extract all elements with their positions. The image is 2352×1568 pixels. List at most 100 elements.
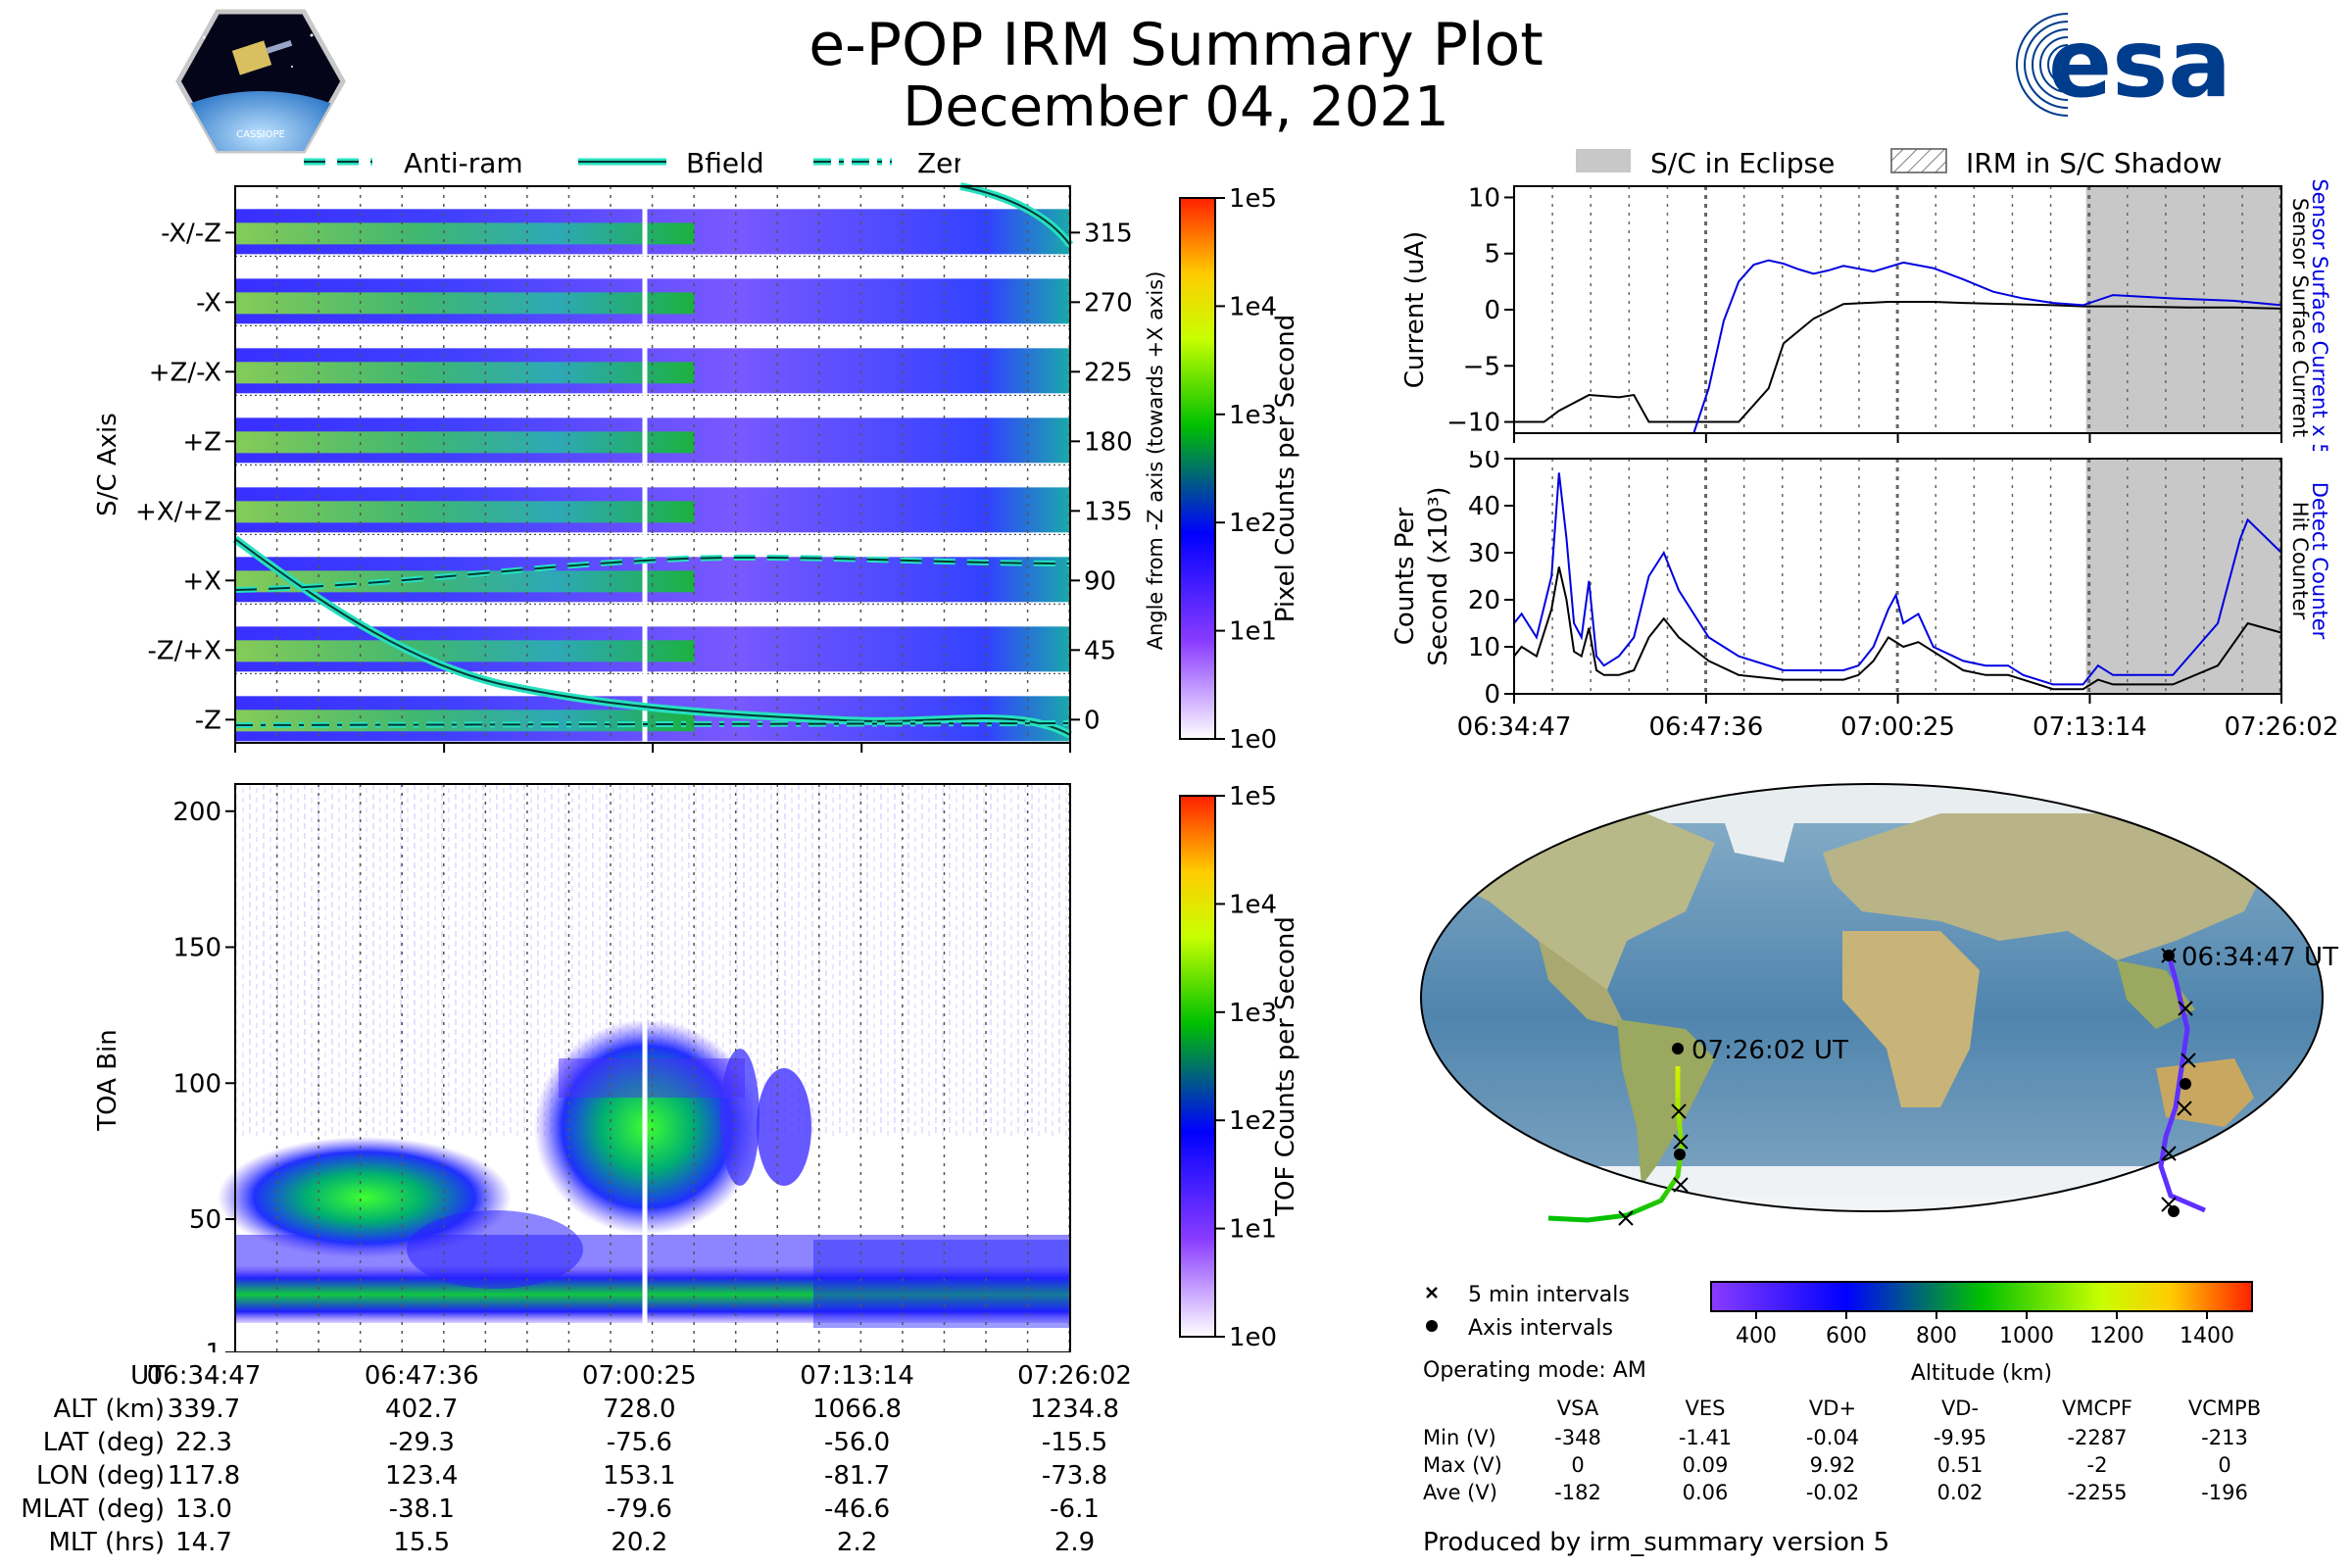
- voltage-cell: 0: [2218, 1453, 2230, 1477]
- cnt-ytick-label: 50: [1468, 451, 1500, 474]
- counts-plot: 0 10 20 30 40 50 06:34:47 06:47:36 07:00:25 07:13…: [1391, 451, 2338, 742]
- colorbar-tick-label-toa: 1e0: [1229, 1323, 1277, 1352]
- toa-ylabel: TOA Bin: [93, 1029, 122, 1131]
- altitude-tick-label: 1400: [2180, 1324, 2234, 1348]
- pixel-y2tick-label: 0: [1084, 706, 1101, 735]
- footer-text: Produced by irm_summary version 5: [1423, 1528, 1889, 1557]
- voltage-column-header: VES: [1686, 1396, 1726, 1420]
- voltage-cell: -1.41: [1679, 1426, 1732, 1449]
- info-row-label: LAT (deg): [43, 1428, 165, 1457]
- voltage-cell: -2255: [2067, 1481, 2127, 1504]
- counts-ylabel-line2: Second (x10³): [1424, 486, 1453, 665]
- pixel-band-core-0: [235, 222, 695, 245]
- legend-eclipse: S/C in Eclipse: [1650, 147, 1835, 179]
- info-cell: -38.1: [389, 1494, 455, 1524]
- cnt-ytick-label: 0: [1484, 680, 1500, 710]
- info-cell: 14.7: [175, 1528, 232, 1557]
- cnt-xtick-label: 07:13:14: [2033, 712, 2147, 742]
- info-cell: 07:13:14: [800, 1361, 914, 1391]
- cnt-ytick-label: 30: [1468, 539, 1500, 568]
- altitude-tick-label: 1200: [2089, 1324, 2144, 1348]
- info-cell: 2.2: [837, 1528, 877, 1557]
- voltage-column-header: VCMPB: [2188, 1396, 2261, 1420]
- voltage-row-label: Max (V): [1423, 1453, 1502, 1477]
- toa-ytick-label: 1: [205, 1339, 221, 1352]
- pixel-y2tick-label: 270: [1084, 288, 1133, 318]
- info-row-label: ALT (km): [53, 1395, 165, 1424]
- pixel-band-core-7: [235, 710, 695, 732]
- pixel-axes: -X/-Z 315 -X 270 +Z/-X 225 +Z 180 +X/+Z 135 +X 90 -Z…: [135, 219, 1133, 753]
- cur-ytick-label: 5: [1484, 240, 1500, 270]
- info-cell: -75.6: [607, 1428, 672, 1457]
- info-cell: -79.6: [607, 1494, 672, 1524]
- voltage-cell: -0.04: [1806, 1426, 1859, 1449]
- colorbar-tick-label-pixel: 1e4: [1229, 292, 1277, 321]
- info-row-label: MLT (hrs): [49, 1528, 166, 1557]
- pixel-ytick-label: +X: [182, 566, 221, 596]
- info-cell: 13.0: [175, 1494, 232, 1524]
- toa-colorbar: [1179, 795, 1216, 1338]
- colorbar-tick-label-toa: 1e5: [1229, 782, 1277, 811]
- info-cell: 06:47:36: [365, 1361, 479, 1391]
- info-row-label: MLAT (deg): [21, 1494, 165, 1524]
- voltage-cell: 0.09: [1683, 1453, 1729, 1477]
- info-cell: -15.5: [1042, 1428, 1107, 1457]
- page-title: e-POP IRM Summary Plot: [808, 11, 1544, 79]
- pixel-y2tick-label: 180: [1084, 427, 1133, 457]
- altitude-tick-label: 600: [1826, 1324, 1867, 1348]
- voltage-column-header: VD+: [1809, 1396, 1856, 1420]
- info-cell: 07:26:02: [1017, 1361, 1132, 1391]
- orbit-map: 06:34:47 UT 07:26:02 UT: [1420, 783, 2338, 1226]
- legend-anti-ram: Anti-ram: [404, 147, 523, 179]
- orbit-track-east: [2158, 955, 2206, 1213]
- pixel-ylabel: S/C Axis: [93, 413, 122, 516]
- altitude-tick-label: 400: [1736, 1324, 1777, 1348]
- info-cell: 117.8: [168, 1461, 240, 1491]
- cnt-ytick-label: 10: [1468, 633, 1500, 662]
- voltage-cell: 0: [1571, 1453, 1584, 1477]
- altitude-tick-label: 800: [1916, 1324, 1957, 1348]
- voltage-column-header: VD-: [1941, 1396, 1979, 1420]
- voltage-cell: 0.51: [1937, 1453, 1984, 1477]
- cur-eclipse-region: [2085, 186, 2281, 433]
- info-cell: 402.7: [385, 1395, 458, 1424]
- legend-axis-icon: [1426, 1320, 1438, 1332]
- colorbar-tick-label-toa: 1e1: [1229, 1215, 1277, 1245]
- pixel-y2tick-label: 225: [1084, 358, 1133, 387]
- pixel-band-core-6: [235, 640, 695, 662]
- info-cell: -46.6: [824, 1494, 890, 1524]
- cnt-ytick-label: 20: [1468, 586, 1500, 615]
- legend-top-right: S/C in Eclipse IRM in S/C Shadow: [1576, 147, 2222, 179]
- toa-ytick-label: 150: [172, 934, 221, 963]
- toa-ytick-label: 100: [172, 1069, 221, 1099]
- colorbar-tick-label-pixel: 1e3: [1229, 401, 1277, 430]
- legend-5min-icon: [1426, 1287, 1438, 1298]
- pixel-colorbar-label: Pixel Counts per Second: [1271, 315, 1300, 623]
- pixel-ytick-label: +X/+Z: [135, 497, 221, 526]
- info-cell: -56.0: [824, 1428, 890, 1457]
- pixel-colorbar: [1179, 197, 1216, 740]
- cassiope-logo: CASSIOPE: [174, 8, 347, 155]
- voltage-cell: -213: [2201, 1426, 2248, 1449]
- info-cell: 123.4: [385, 1461, 458, 1491]
- cnt-ytick-label: 40: [1468, 492, 1500, 521]
- toa-colorbar-label: TOF Counts per Second: [1271, 916, 1300, 1217]
- altitude-tick-label: 1000: [1999, 1324, 2054, 1348]
- voltage-cell: -0.02: [1806, 1481, 1859, 1504]
- pixel-ytick-label: -X: [196, 288, 221, 318]
- info-cell: 07:00:25: [582, 1361, 697, 1391]
- voltage-cell: -2: [2087, 1453, 2108, 1477]
- current-plot: 10 5 0 −5 −10 Current (uA) Sensor Surface Cu…: [1400, 178, 2331, 451]
- cur-series-1: [1692, 259, 2281, 433]
- cnt-eclipse-region: [2085, 459, 2281, 694]
- pixel-ytick-label: +Z: [182, 427, 221, 457]
- info-cell: -73.8: [1042, 1461, 1107, 1491]
- voltage-column-header: VSA: [1557, 1396, 1599, 1420]
- colorbar-tick-label-pixel: 1e2: [1229, 509, 1277, 538]
- voltage-cell: -196: [2201, 1481, 2248, 1504]
- voltage-table: VSA VES VD+ VD- VMCPF VCMPB Min (V) -348 -1.41 -0…: [1423, 1396, 2261, 1557]
- pixel-ytick-label: +Z/-X: [149, 358, 221, 387]
- colorbars: 1e5 1e4 1e3 1e2 1e1 1e0 Pixel Counts per Seco…: [1179, 184, 1300, 1352]
- legend-top-left: Anti-ram Bfield Zenith: [304, 147, 960, 179]
- pixel-band-core-2: [235, 362, 695, 384]
